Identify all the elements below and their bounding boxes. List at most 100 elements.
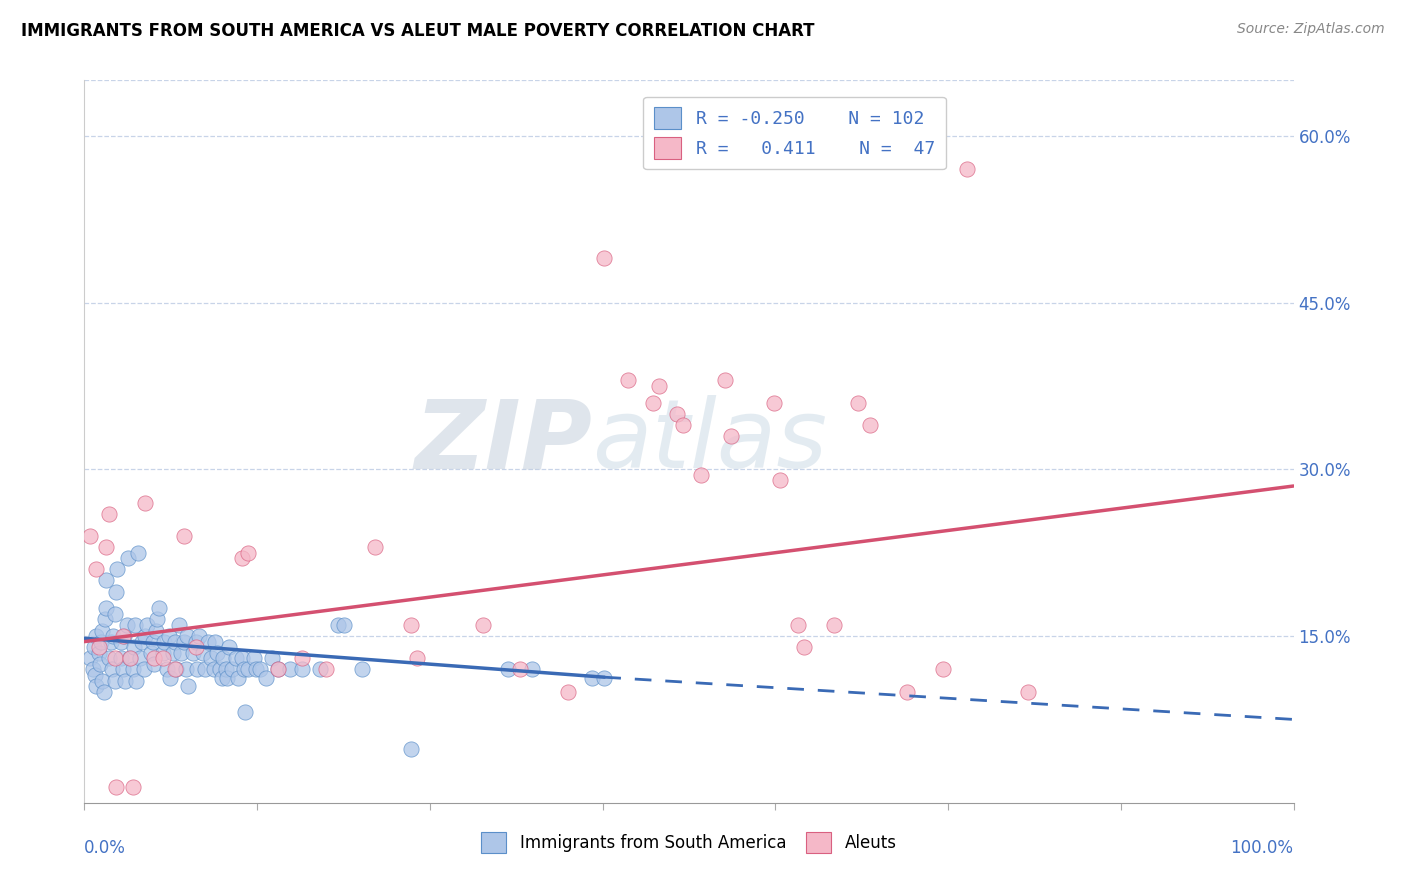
Point [896, 684, 918, 698]
Point [112, 629, 135, 643]
Point [956, 162, 979, 177]
Point [122, 640, 145, 655]
Point [202, 662, 225, 676]
Point [823, 618, 845, 632]
Point [174, 662, 197, 676]
Point [260, 651, 283, 665]
Point [165, 662, 187, 676]
Point [593, 251, 616, 265]
Point [617, 373, 640, 387]
Point [173, 634, 195, 648]
Point [86, 562, 108, 576]
Point [236, 662, 259, 676]
Point [352, 662, 374, 676]
Point [157, 629, 180, 643]
Point [267, 662, 290, 676]
Point [136, 618, 159, 632]
Point [152, 651, 174, 665]
Point [846, 395, 869, 409]
Point [328, 618, 350, 632]
Point [315, 662, 337, 676]
Point [291, 651, 314, 665]
Point [170, 646, 193, 660]
Point [129, 651, 152, 665]
Text: 0.0%: 0.0% [84, 838, 127, 857]
Point [186, 662, 208, 676]
Point [146, 612, 169, 626]
Legend: Immigrants from South America, Aleuts: Immigrants from South America, Aleuts [475, 826, 903, 860]
Point [200, 651, 222, 665]
Point [148, 601, 170, 615]
Point [89, 657, 111, 671]
Point [121, 662, 143, 676]
Point [120, 651, 142, 665]
Text: atlas: atlas [592, 395, 827, 488]
Point [184, 634, 207, 648]
Point [131, 634, 153, 648]
Point [648, 379, 671, 393]
Point [100, 634, 122, 648]
Point [97, 651, 120, 665]
Point [134, 629, 156, 643]
Point [83, 640, 105, 655]
Point [103, 629, 125, 643]
Point [218, 640, 240, 655]
Point [399, 618, 422, 632]
Text: IMMIGRANTS FROM SOUTH AMERICA VS ALEUT MALE POVERTY CORRELATION CHART: IMMIGRANTS FROM SOUTH AMERICA VS ALEUT M… [21, 22, 814, 40]
Point [236, 546, 259, 560]
Point [769, 474, 792, 488]
Point [91, 673, 114, 688]
Point [97, 507, 120, 521]
Point [720, 429, 742, 443]
Point [520, 662, 543, 676]
Point [155, 662, 177, 676]
Point [114, 673, 136, 688]
Point [363, 540, 385, 554]
Point [101, 662, 124, 676]
Point [231, 551, 253, 566]
Point [165, 634, 187, 648]
Point [82, 662, 104, 676]
Point [177, 679, 200, 693]
Point [233, 705, 256, 719]
Point [86, 679, 108, 693]
Point [117, 551, 139, 566]
Point [1017, 684, 1039, 698]
Point [181, 646, 204, 660]
Point [124, 618, 146, 632]
Point [104, 607, 127, 621]
Point [291, 662, 314, 676]
Point [94, 612, 117, 626]
Point [581, 671, 603, 685]
Point [91, 624, 114, 638]
Point [672, 417, 695, 432]
Point [93, 684, 115, 698]
Point [690, 467, 713, 482]
Point [104, 651, 127, 665]
Point [159, 671, 181, 685]
Point [142, 634, 165, 648]
Point [233, 662, 256, 676]
Point [188, 629, 211, 643]
Point [762, 395, 785, 409]
Point [859, 417, 882, 432]
Point [152, 646, 174, 660]
Text: Source: ZipAtlas.com: Source: ZipAtlas.com [1237, 22, 1385, 37]
Point [333, 618, 356, 632]
Point [120, 651, 142, 665]
Point [143, 651, 166, 665]
Point [104, 673, 127, 688]
Point [112, 629, 135, 643]
Point [105, 562, 128, 576]
Point [86, 629, 108, 643]
Point [496, 662, 519, 676]
Point [79, 651, 101, 665]
Point [242, 651, 264, 665]
Point [90, 634, 112, 648]
Point [593, 671, 616, 685]
Point [211, 671, 233, 685]
Point [173, 529, 195, 543]
Point [215, 662, 238, 676]
Point [197, 634, 219, 648]
Point [79, 529, 101, 543]
